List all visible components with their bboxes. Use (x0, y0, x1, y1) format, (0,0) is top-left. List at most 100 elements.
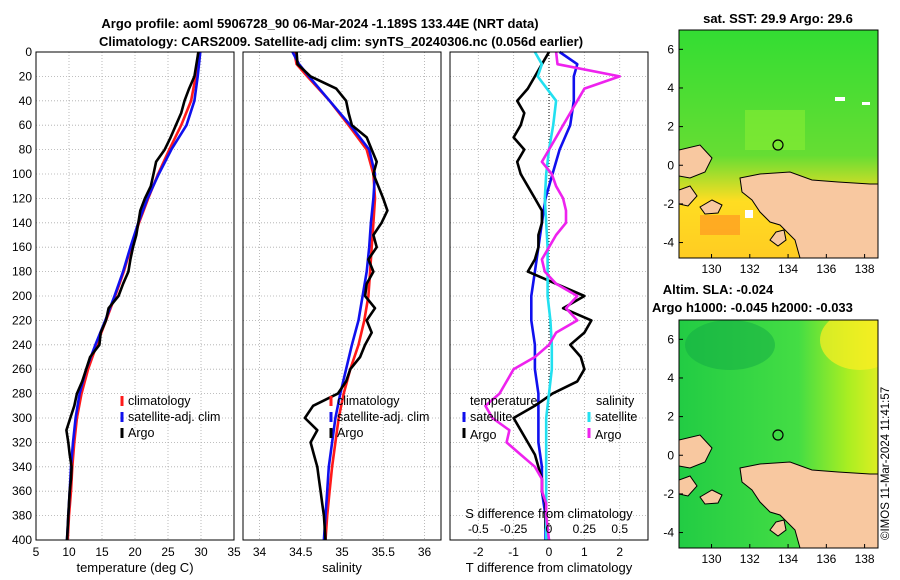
y-tick-label: 280 (12, 387, 32, 401)
legend-s-satellite: satellite (595, 410, 637, 424)
y-tick-label: 360 (12, 484, 32, 498)
sla-map: Altim. SLA: -0.024 Argo h1000: -0.045 h2… (652, 282, 879, 566)
legend-climatology: climatology (128, 394, 191, 408)
sla-map-ticks: 130 132 134 136 138 6 4 2 0 -2 -4 (663, 332, 875, 566)
sst-missing (862, 102, 870, 105)
x-tick-label: 30 (194, 545, 208, 559)
x-tick-label: 35 (335, 545, 349, 559)
land-halmahera (679, 144, 713, 179)
legend-salinity-heading: salinity (596, 394, 635, 408)
x-tick-label: -1 (508, 545, 519, 559)
series-argo (65, 51, 200, 541)
sla-low (685, 320, 775, 370)
legend-temperature-heading: temperature (470, 394, 537, 408)
y-tick-label: 20 (19, 69, 33, 83)
legend-s-argo: Argo (595, 428, 621, 442)
y-tick-label: 180 (12, 265, 32, 279)
x-axis-label: salinity (322, 560, 362, 575)
argo-marker (772, 429, 784, 441)
x-tick-label: 136 (816, 262, 836, 276)
y-tick-label: 200 (12, 289, 32, 303)
y-tick-label: 0 (25, 45, 32, 59)
y-tick-label: -4 (663, 526, 674, 540)
sla-map-title: Altim. SLA: -0.024 (663, 282, 774, 297)
s-tick-label: -0.25 (500, 522, 528, 536)
x-axis-label: temperature (deg C) (76, 560, 193, 575)
land-island (679, 475, 698, 497)
sla-high (820, 320, 878, 370)
x-tick-label: 34 (253, 545, 267, 559)
sst-missing (745, 210, 753, 218)
y-tick-label: 0 (667, 448, 674, 462)
credit-stamp: ©IMOS 11-Mar-2024 11:41:57 (880, 386, 892, 540)
title-line-1: Argo profile: aoml 5906728_90 06-Mar-202… (101, 16, 538, 31)
y-tick-label: 240 (12, 338, 32, 352)
legend-t-argo: Argo (470, 428, 496, 442)
y-tick-label: -4 (663, 236, 674, 250)
sst-map-ticks: 130 132 134 136 138 6 4 2 0 -2 -4 (663, 42, 875, 276)
temperature-panel: 0 20 40 60 80 100 120 140 160 180 200 220 240 260 280 3… (12, 45, 241, 575)
y-tick-label: 140 (12, 216, 32, 230)
y-tick-label: 4 (667, 81, 674, 95)
salinity-legend: climatology satellite-adj. clim Argo (329, 394, 429, 440)
x-tick-label: -2 (473, 545, 484, 559)
y-tick-label: -2 (663, 487, 674, 501)
y-tick-label: 2 (667, 410, 674, 424)
y-tick-label: -2 (663, 197, 674, 211)
x-tick-label: 2 (616, 545, 623, 559)
s-difference-label: S difference from climatology (465, 506, 633, 521)
sla-frame (678, 319, 879, 549)
temperature-legend: climatology satellite-adj. clim Argo (120, 394, 220, 440)
series-s-satellite (533, 51, 558, 540)
y-tick-label: 400 (12, 533, 32, 547)
y-tick-label: 220 (12, 313, 32, 327)
land-island (699, 199, 723, 215)
y-tick-label: 80 (19, 143, 33, 157)
y-tick-label: 60 (19, 118, 33, 132)
x-tick-label: 132 (740, 262, 760, 276)
plot-frame (35, 51, 235, 541)
x-tick-label: 134 (778, 262, 798, 276)
land-new-guinea (739, 171, 878, 258)
land-halmahera (679, 434, 713, 469)
y-tick-label: 4 (667, 371, 674, 385)
y-tick-label: 260 (12, 362, 32, 376)
series-argo (295, 51, 389, 541)
series-s-argo (484, 51, 622, 541)
x-tick-label: 130 (702, 262, 722, 276)
sst-map: sat. SST: 29.9 Argo: 29.6 130 132 134 136 13… (663, 11, 879, 276)
y-tick-label: 300 (12, 411, 32, 425)
x-tick-label: 5 (33, 545, 40, 559)
sst-missing (835, 97, 845, 101)
sst-map-title: sat. SST: 29.9 Argo: 29.6 (703, 11, 853, 26)
argo-marker (772, 139, 784, 151)
x-tick-label: 130 (702, 552, 722, 566)
y-tick-label: 2 (667, 120, 674, 134)
difference-panel: -2 -1 0 1 2T difference from climatology S di… (449, 50, 649, 575)
y-tick-label: 40 (19, 94, 33, 108)
y-tick-label: 120 (12, 191, 32, 205)
plot-frame (449, 51, 649, 541)
x-axis-label: T difference from climatology (466, 560, 633, 575)
s-tick-label: 0.5 (611, 522, 628, 536)
land-island (679, 185, 698, 207)
x-tick-label: 136 (816, 552, 836, 566)
difference-legend: temperature satellite Argo salinity sate… (462, 394, 637, 442)
x-tick-label: 1 (581, 545, 588, 559)
series-satellite-adj-clim (291, 51, 377, 541)
x-tick-label: 34.5 (289, 545, 313, 559)
y-tick-label: 380 (12, 509, 32, 523)
land-island (769, 519, 787, 537)
x-tick-label: 138 (855, 552, 875, 566)
y-tick-label: 6 (667, 332, 674, 346)
x-tick-label: 138 (855, 262, 875, 276)
series-satellite-adj-clim (65, 51, 202, 541)
x-tick-label: 20 (128, 545, 142, 559)
sla-map-subtitle: Argo h1000: -0.045 h2000: -0.033 (652, 300, 853, 315)
y-tick-label: 100 (12, 167, 32, 181)
title-line-2: Climatology: CARS2009. Satellite-adj cli… (99, 34, 583, 49)
y-tick-label: 320 (12, 435, 32, 449)
x-tick-label: 15 (95, 545, 109, 559)
x-tick-label: 0 (546, 545, 553, 559)
